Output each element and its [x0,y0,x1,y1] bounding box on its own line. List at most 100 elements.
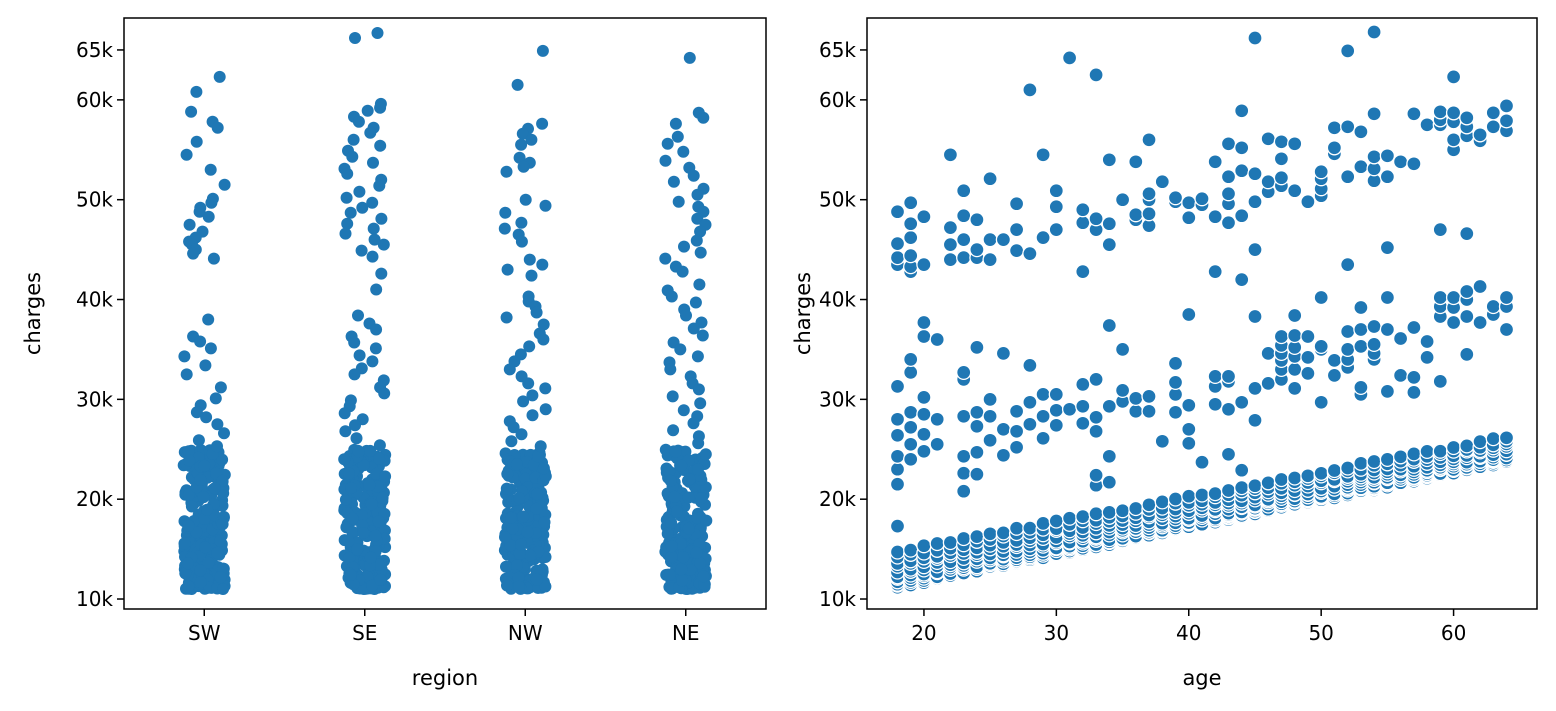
scatter-point [1247,412,1263,428]
scatter-point [995,345,1012,362]
strip-point [366,579,379,592]
scatter-point [903,351,919,368]
scatter-point [956,183,972,199]
scatter-point [1340,43,1356,59]
strip-point [691,350,704,363]
strip-point [187,247,200,260]
scatter-point [1141,206,1157,222]
scatter-y-tick-label: 10k [819,587,856,611]
strip-plot-frame [123,17,767,610]
scatter-point [1128,500,1144,517]
scatter-point [1445,69,1462,85]
scatter-plot-frame [866,17,1538,610]
strip-x-tick-label: SE [352,621,377,645]
strip-point [344,206,357,219]
scatter-point [1247,166,1263,182]
scatter-point [1300,365,1316,382]
strip-point [197,491,210,504]
strip-point [185,500,198,513]
scatter-point [903,247,919,264]
strip-point [182,519,195,532]
scatter-point [1128,154,1144,170]
scatter-point [969,418,985,434]
scatter-point [1459,438,1475,454]
strip-point [361,104,374,117]
strip-point [192,434,205,447]
strip-point [499,531,511,544]
strip-point [519,193,532,206]
strip-point [675,459,688,472]
scatter-point [1300,349,1316,366]
scatter-point [1008,520,1025,536]
scatter-point [1379,383,1396,400]
scatter-point [1472,127,1488,143]
scatter-point [1498,113,1515,129]
scatter-point [889,378,906,395]
scatter-point [1247,241,1263,258]
strip-point [371,27,384,39]
scatter-point [1128,403,1144,419]
strip-point [526,409,539,422]
scatter-point [929,436,945,452]
strip-y-tick-label: 65k [76,38,113,62]
scatter-point [1114,503,1131,519]
scatter-point [982,231,998,248]
strip-point [517,510,530,523]
strip-point [374,573,387,586]
scatter-point [1353,124,1369,140]
strip-point [182,445,195,458]
strip-point [694,557,707,570]
strip-point [182,580,195,593]
scatter-point [1247,308,1263,325]
scatter-point [1008,221,1025,238]
strip-point [366,250,379,263]
strip-point [539,382,552,395]
strip-point [694,246,707,259]
strip-point [537,318,550,331]
scatter-point [1498,289,1515,306]
scatter-point [1220,446,1237,462]
scatter-point [1379,148,1396,164]
scatter-point [1432,289,1448,306]
scatter-point [982,408,998,424]
scatter-point [1008,242,1025,259]
strip-point [668,490,681,503]
strip-point [500,311,513,324]
scatter-point [1379,169,1396,185]
scatter-point [916,314,932,331]
strip-x-axis-label: region [412,666,478,690]
scatter-point [1273,328,1290,345]
scatter-point [1048,221,1064,238]
strip-point [366,355,379,368]
strip-point [674,537,687,550]
scatter-point [889,249,906,266]
strip-point [676,574,689,587]
scatter-point [1247,194,1263,210]
strip-point [675,563,688,576]
strip-point [374,101,387,114]
strip-point [198,459,211,472]
strip-point [217,583,229,595]
strip-point [342,467,355,480]
strip-point [536,258,549,271]
scatter-point [1313,465,1329,481]
scatter-point [1167,491,1184,507]
strip-point [683,473,696,486]
strip-point [190,85,203,98]
strip-point [539,199,552,212]
strip-point [190,406,203,419]
scatter-point [1313,164,1329,180]
strip-point [181,557,194,570]
strip-point [347,578,360,591]
scatter-point [903,542,919,558]
strip-y-tick-label: 60k [76,88,113,112]
strip-point [687,169,700,182]
scatter-point [1366,453,1382,470]
scatter-point [1220,482,1237,499]
scatter-point [956,408,972,424]
scatter-point [916,406,932,422]
scatter-point [1194,487,1210,503]
strip-point [684,564,697,576]
strip-point [694,397,707,410]
scatter-point [1353,159,1369,175]
